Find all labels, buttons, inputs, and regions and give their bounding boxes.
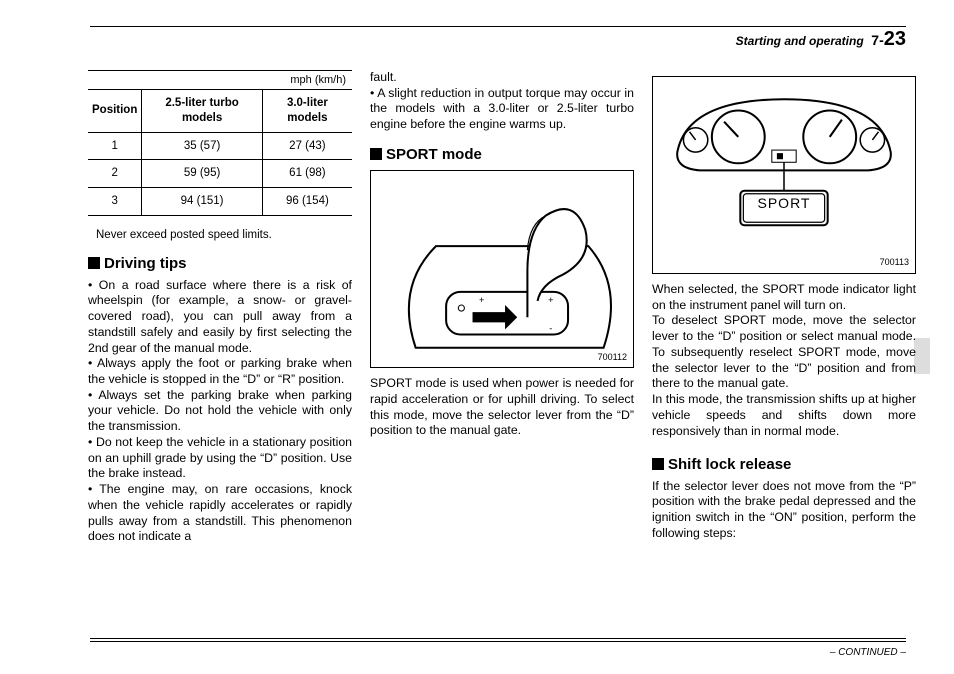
shifter-illustration-icon: + + - bbox=[375, 175, 629, 358]
cell: 27 (43) bbox=[262, 132, 352, 160]
cell: 94 (151) bbox=[142, 187, 262, 214]
square-icon bbox=[370, 148, 382, 160]
driving-tips-heading: Driving tips bbox=[88, 254, 352, 273]
heading-text: Driving tips bbox=[104, 255, 187, 272]
cell: 59 (95) bbox=[142, 160, 262, 188]
column-1: mph (km/h) Position 2.5-liter turbo mode… bbox=[88, 70, 352, 628]
shift-lock-heading: Shift lock release bbox=[652, 455, 916, 474]
torque-note: A slight reduction in output torque may … bbox=[370, 86, 634, 133]
chapter-number: 7- bbox=[871, 32, 883, 48]
shift-lock-body: If the selector lever does not move from… bbox=[652, 479, 916, 542]
svg-text:+: + bbox=[479, 295, 484, 305]
cell: 1 bbox=[88, 132, 142, 160]
running-head: Starting and operating 7-23 bbox=[736, 28, 906, 51]
torque-note-list: A slight reduction in output torque may … bbox=[370, 86, 634, 133]
column-container: mph (km/h) Position 2.5-liter turbo mode… bbox=[88, 70, 916, 628]
table-row: 3 94 (151) 96 (154) bbox=[88, 187, 352, 214]
figure-number: 700112 bbox=[598, 352, 627, 364]
speed-table-container: mph (km/h) Position 2.5-liter turbo mode… bbox=[88, 70, 352, 216]
sport-indicator-text: When selected, the SPORT mode indicator … bbox=[652, 282, 916, 313]
heading-text: Shift lock release bbox=[668, 456, 791, 473]
driving-tips-list: On a road surface where there is a risk … bbox=[88, 278, 352, 545]
bottom-rules bbox=[90, 638, 906, 642]
tip-item: The engine may, on rare occasions, knock… bbox=[88, 482, 352, 545]
section-title: Starting and operating bbox=[736, 34, 864, 48]
sport-indicator-label: SPORT bbox=[653, 195, 915, 213]
fault-continued: fault. bbox=[370, 70, 634, 86]
sport-body-text: SPORT mode is used when power is needed … bbox=[370, 376, 634, 439]
cell: 2 bbox=[88, 160, 142, 188]
manual-page: Starting and operating 7-23 mph (km/h) P… bbox=[0, 0, 954, 674]
table-row: 1 35 (57) 27 (43) bbox=[88, 132, 352, 160]
top-rule bbox=[90, 26, 906, 27]
column-2: fault. A slight reduction in output torq… bbox=[370, 70, 634, 628]
th-25l: 2.5-liter turbo models bbox=[142, 90, 262, 132]
sport-mode-heading: SPORT mode bbox=[370, 145, 634, 164]
figure-number: 700113 bbox=[880, 257, 909, 269]
speed-table: Position 2.5-liter turbo models 3.0-lite… bbox=[88, 89, 352, 215]
th-30l: 3.0-liter models bbox=[262, 90, 352, 132]
sport-figure: + + - 700112 bbox=[370, 170, 634, 368]
tip-item: Always apply the foot or parking brake w… bbox=[88, 356, 352, 387]
th-position: Position bbox=[88, 90, 142, 132]
table-unit-label: mph (km/h) bbox=[88, 71, 352, 89]
page-number: 23 bbox=[884, 28, 906, 50]
speed-note: Never exceed posted speed limits. bbox=[96, 228, 352, 243]
thumb-tab bbox=[914, 338, 930, 374]
cell: 35 (57) bbox=[142, 132, 262, 160]
cell: 3 bbox=[88, 187, 142, 214]
sport-deselect-text: To deselect SPORT mode, move the selecto… bbox=[652, 313, 916, 392]
dashboard-illustration-icon bbox=[657, 81, 911, 264]
table-header-row: Position 2.5-liter turbo models 3.0-lite… bbox=[88, 90, 352, 132]
square-icon bbox=[88, 257, 100, 269]
sport-behavior-text: In this mode, the transmission shifts up… bbox=[652, 392, 916, 439]
table-row: 2 59 (95) 61 (98) bbox=[88, 160, 352, 188]
square-icon bbox=[652, 458, 664, 470]
continued-label: – CONTINUED – bbox=[830, 647, 906, 658]
tip-item: On a road surface where there is a risk … bbox=[88, 278, 352, 357]
column-3: SPORT 700113 When selected, the SPORT mo… bbox=[652, 70, 916, 628]
svg-text:-: - bbox=[549, 324, 552, 334]
tip-item: Do not keep the vehicle in a stationary … bbox=[88, 435, 352, 482]
heading-text: SPORT mode bbox=[386, 146, 482, 163]
dashboard-figure: SPORT 700113 bbox=[652, 76, 916, 274]
cell: 61 (98) bbox=[262, 160, 352, 188]
cell: 96 (154) bbox=[262, 187, 352, 214]
svg-text:+: + bbox=[548, 295, 553, 305]
tip-item: Always set the parking brake when parkin… bbox=[88, 388, 352, 435]
